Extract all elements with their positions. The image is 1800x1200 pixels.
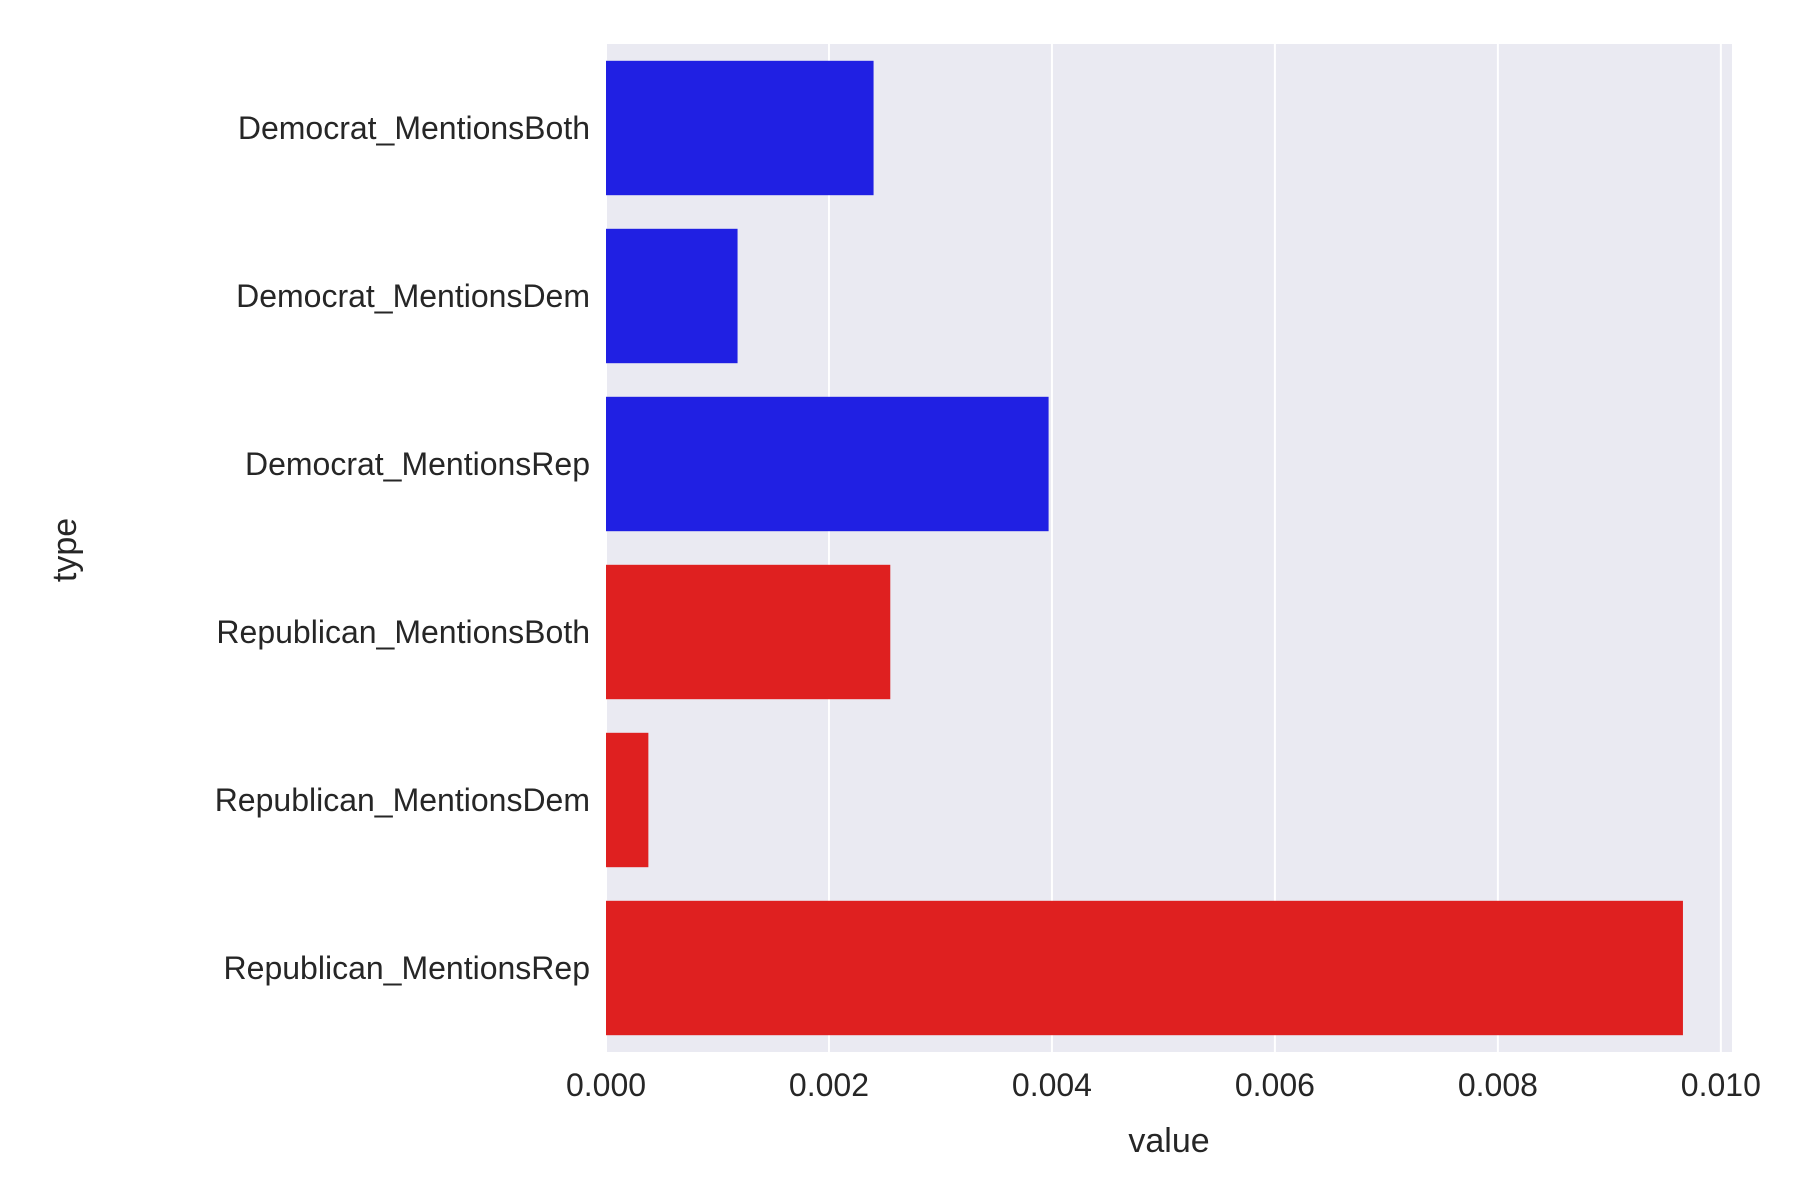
y-axis-label: type (46, 518, 84, 582)
bar-democrat-mentionsdem (606, 228, 738, 364)
x-axis-label: value (1128, 1122, 1209, 1160)
category-label: Republican_MentionsDem (215, 782, 590, 818)
x-tick-label: 0.006 (1235, 1067, 1315, 1103)
category-label: Democrat_MentionsRep (245, 446, 590, 482)
category-labels: Democrat_MentionsBoth Democrat_MentionsDe… (215, 110, 590, 986)
bar-republican-mentionsdem (606, 732, 649, 868)
bars (606, 60, 1683, 1036)
grid-lines (605, 44, 1722, 1052)
category-label: Democrat_MentionsDem (236, 278, 590, 314)
bar-republican-mentionsboth (606, 564, 891, 700)
x-tick-label: 0.000 (566, 1067, 646, 1103)
x-tick-label: 0.010 (1681, 1067, 1761, 1103)
category-label: Republican_MentionsBoth (216, 614, 590, 650)
bar-republican-mentionsrep (606, 900, 1683, 1036)
x-tick-label: 0.002 (789, 1067, 869, 1103)
x-tick-labels: 0.000 0.002 0.004 0.006 0.008 0.010 (566, 1067, 1761, 1103)
category-label: Republican_MentionsRep (224, 950, 590, 986)
category-label: Democrat_MentionsBoth (238, 110, 590, 146)
x-tick-label: 0.008 (1458, 1067, 1538, 1103)
x-tick-label: 0.004 (1012, 1067, 1092, 1103)
bar-democrat-mentionsrep (606, 396, 1049, 532)
plot-area (606, 44, 1732, 1052)
bar-democrat-mentionsboth (606, 60, 874, 196)
